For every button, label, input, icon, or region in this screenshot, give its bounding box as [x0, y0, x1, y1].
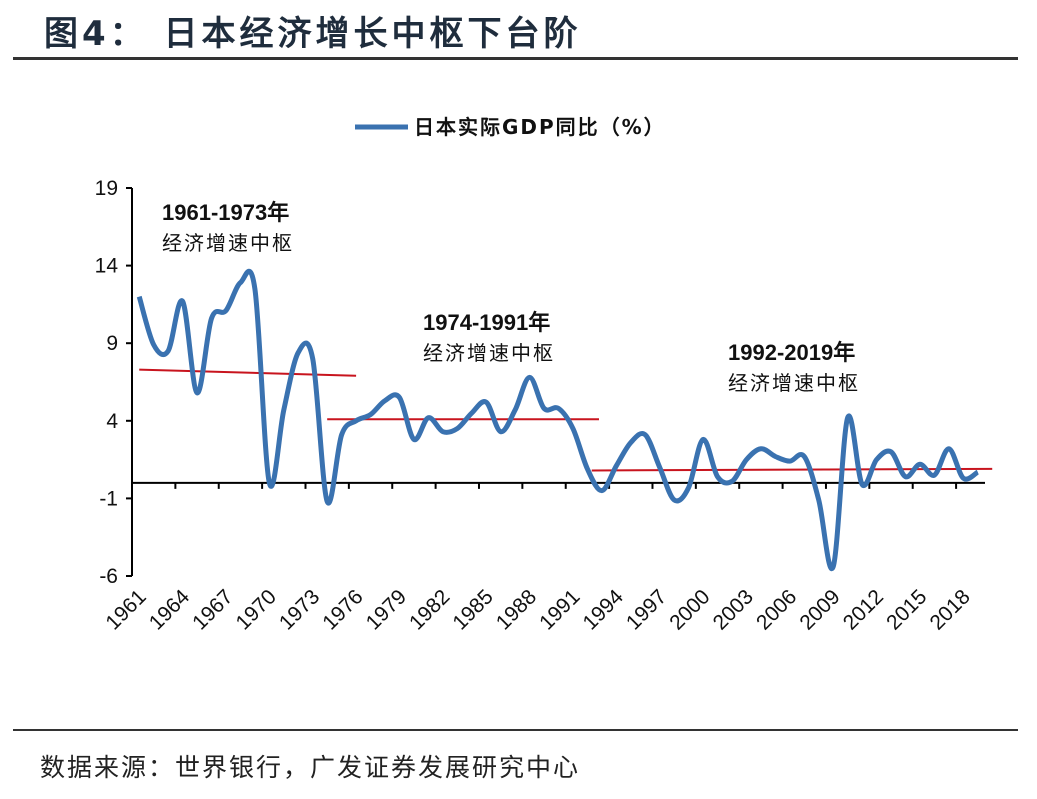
x-tick-label: 1991	[535, 585, 584, 634]
y-tick-label: 4	[106, 410, 118, 433]
annotation-period-2-label: 经济增速中枢	[423, 341, 555, 365]
x-tick-label: 1994	[579, 585, 629, 635]
x-tick-label: 2009	[795, 585, 844, 634]
y-tick-label: -6	[99, 565, 118, 588]
legend: 日本实际GDP同比（%）	[355, 115, 666, 139]
x-tick-label: 1964	[145, 585, 195, 635]
x-tick-label: 1985	[448, 585, 497, 634]
x-tick-label: 2012	[839, 585, 888, 634]
annotation-period-2-years: 1974-1991年	[423, 310, 550, 335]
x-tick-label: 2018	[926, 585, 975, 634]
figure-title: 图4： 日本经济增长中枢下台阶	[44, 14, 582, 54]
x-tick-label: 1973	[275, 585, 324, 634]
average-line	[591, 467, 993, 472]
y-tick-label: 19	[95, 177, 118, 200]
x-tick-label: 1997	[622, 585, 671, 634]
x-tick-label: 1961	[101, 585, 150, 634]
y-tick-label: 14	[95, 255, 119, 278]
x-tick-label: 1967	[188, 585, 237, 634]
x-tick-label: 1970	[232, 585, 281, 634]
x-tick-label: 2006	[752, 585, 801, 634]
legend-label: 日本实际GDP同比（%）	[414, 115, 666, 139]
title-divider	[13, 57, 1018, 60]
annotation-period-3-label: 经济增速中枢	[728, 371, 860, 395]
footer-divider	[13, 729, 1018, 731]
source-note: 数据来源：世界银行，广发证券发展研究中心	[40, 753, 581, 782]
annotation-period-3-years: 1992-2019年	[728, 340, 855, 365]
average-line	[139, 368, 357, 377]
x-tick-label: 1979	[362, 585, 411, 634]
x-tick-label: 1982	[405, 585, 454, 634]
x-tick-label: 1988	[492, 585, 541, 634]
annotation-period-1-years: 1961-1973年	[162, 200, 289, 225]
x-tick-label: 2000	[665, 585, 714, 634]
x-tick-label: 2015	[882, 585, 931, 634]
y-tick-label: 9	[106, 332, 118, 355]
annotation-period-1-label: 经济增速中枢	[162, 231, 294, 255]
x-tick-label: 2003	[709, 585, 758, 634]
data-points	[139, 282, 978, 567]
x-tick-label: 1976	[318, 585, 367, 634]
gdp-line-chart: -6-1491419196119641967197019731976197919…	[95, 115, 993, 635]
y-tick-label: -1	[99, 487, 118, 510]
